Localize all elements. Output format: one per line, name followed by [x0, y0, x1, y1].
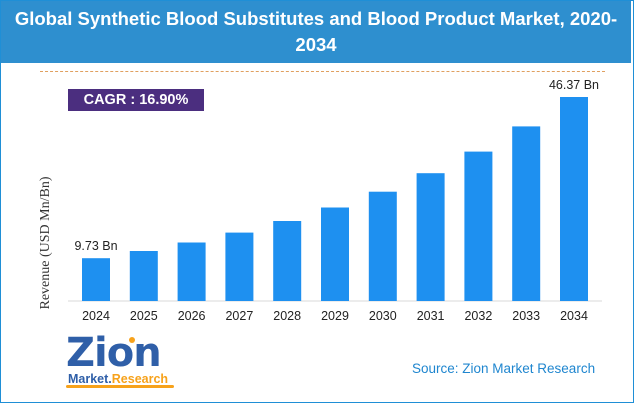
bar-2025: [129, 251, 158, 301]
x-tick-2026: 2026: [178, 309, 206, 323]
bar-2032: [464, 151, 493, 301]
bar-2034: [560, 97, 588, 301]
y-axis-label: Revenue (USD Mn/Bn): [38, 176, 53, 309]
logo-subtitle: Market.Research: [68, 372, 168, 386]
x-tick-2033: 2033: [512, 309, 540, 323]
data-label-2034: 46.37 Bn: [549, 78, 599, 92]
bar-2029: [321, 207, 349, 301]
chart-title: Global Synthetic Blood Substitutes and B…: [14, 8, 618, 55]
chart-subtitle: (USD Billion): [259, 60, 373, 81]
header-divider: [40, 71, 605, 72]
x-tick-2030: 2030: [369, 309, 397, 323]
x-tick-2034: 2034: [560, 309, 588, 323]
logo-sub-market: Market.: [68, 372, 112, 386]
x-tick-2032: 2032: [464, 309, 492, 323]
logo-sub-research: Research: [111, 372, 169, 386]
bar-2024: [82, 258, 110, 301]
x-tick-2031: 2031: [417, 309, 445, 323]
bar-2027: [225, 232, 254, 301]
source-note: Source: Zion Market Research: [412, 361, 596, 376]
cagr-badge: CAGR : 16.90%: [68, 89, 204, 111]
x-tick-2029: 2029: [321, 309, 349, 323]
x-tick-labels: 2024 2025 2026 2027 2028 2029 2030 2031 2032 2033…: [82, 309, 588, 323]
bar-2031: [416, 173, 445, 301]
data-label-2024: 9.73 Bn: [74, 239, 117, 253]
logo-wordmark: Zion: [66, 330, 162, 376]
bar-2028: [273, 221, 302, 301]
bar-2026: [177, 242, 206, 301]
zion-logo: Zion Market.Research: [66, 333, 178, 389]
bar-2030: [368, 191, 397, 301]
x-tick-2028: 2028: [273, 309, 301, 323]
x-tick-2024: 2024: [82, 309, 110, 323]
bar-2033: [512, 126, 541, 302]
logo-dot-icon: [129, 337, 135, 343]
logo-swoosh-icon: [66, 385, 174, 388]
chart-header: Global Synthetic Blood Substitutes and B…: [1, 1, 631, 81]
x-tick-2027: 2027: [225, 309, 253, 323]
data-labels: 9.73 Bn 46.37 Bn: [74, 78, 599, 253]
x-tick-2025: 2025: [130, 309, 158, 323]
bars-group: [82, 97, 588, 302]
